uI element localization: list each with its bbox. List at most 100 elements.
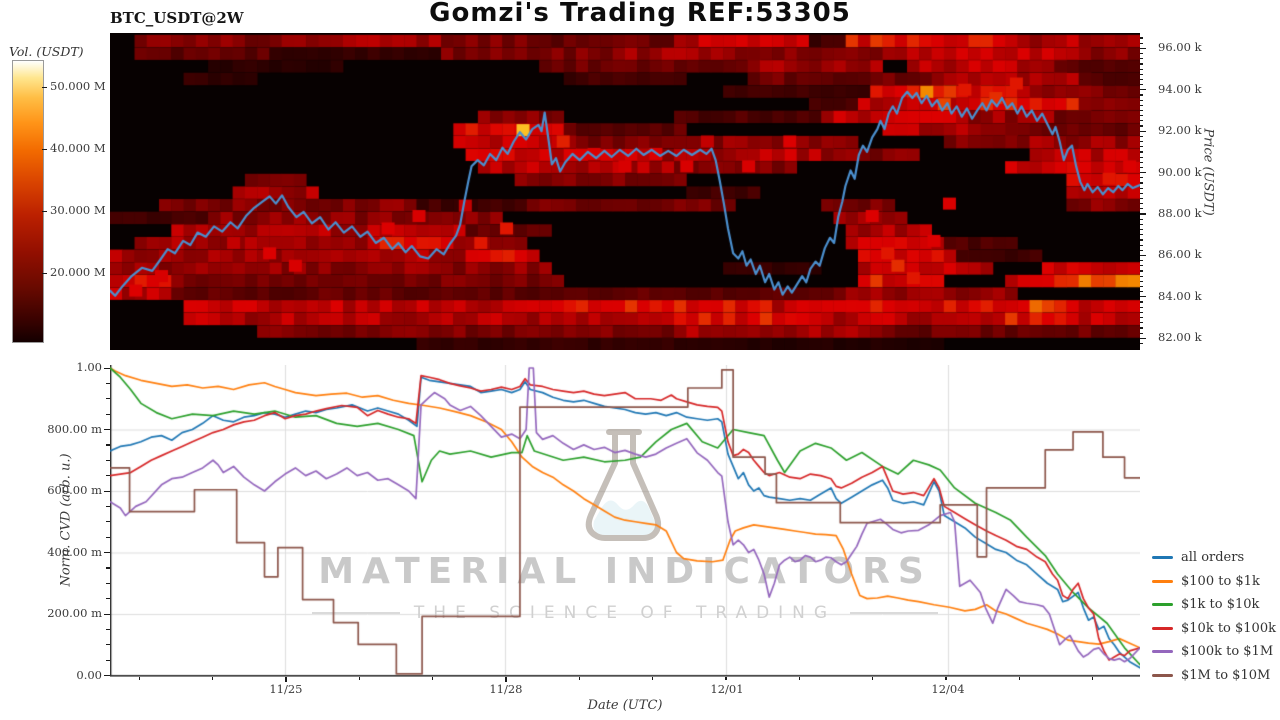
price-tick	[1140, 146, 1143, 148]
date-tick-label: 11/28	[489, 682, 523, 696]
date-tick	[1092, 677, 1094, 680]
legend-swatch-icon	[1152, 673, 1173, 677]
price-tick	[1140, 327, 1143, 329]
price-axis-title: Price (USDT)	[1200, 128, 1216, 216]
price-tick-label: 86.00 k	[1158, 247, 1202, 262]
cvd-y-tick	[106, 582, 110, 584]
cvd-y-tick	[106, 444, 110, 446]
price-tick	[1140, 280, 1143, 282]
date-tick	[578, 677, 580, 680]
cvd-y-tick	[104, 429, 110, 431]
colorbar-tick	[42, 210, 47, 212]
colorbar-tick	[42, 272, 47, 274]
cvd-y-tick	[104, 367, 110, 369]
price-tick	[1140, 68, 1143, 70]
cvd-y-tick	[106, 644, 110, 646]
price-tick	[1140, 73, 1143, 75]
price-tick	[1140, 135, 1143, 137]
cvd-y-tick	[104, 613, 110, 615]
price-tick	[1140, 187, 1143, 189]
cvd-y-tick-label: 1.00	[76, 360, 102, 374]
price-tick	[1140, 213, 1146, 215]
price-tick-label: 84.00 k	[1158, 288, 1202, 303]
colorbar-tick-label: 40.000 M	[50, 141, 106, 155]
cvd-y-tick	[106, 382, 110, 385]
symbol-label: BTC_USDT@2W	[110, 9, 244, 27]
date-tick	[285, 677, 287, 682]
date-tick	[358, 677, 360, 680]
price-tick	[1140, 285, 1143, 288]
date-tick	[725, 677, 727, 680]
price-tick	[1140, 270, 1143, 272]
price-tick	[1140, 63, 1143, 65]
cvd-y-tick	[104, 552, 110, 554]
price-tick	[1140, 151, 1143, 153]
colorbar-tick	[42, 148, 47, 150]
price-tick	[1140, 291, 1143, 293]
price-tick	[1140, 337, 1146, 339]
price-tick	[1140, 203, 1143, 205]
date-tick	[432, 677, 434, 680]
price-tick	[1140, 306, 1143, 308]
legend-item-4: $100k to $1M	[1152, 640, 1276, 664]
price-tick-label: 96.00 k	[1158, 40, 1202, 55]
cvd-y-tick	[106, 598, 110, 600]
price-tick	[1140, 156, 1143, 158]
price-tick-label: 88.00 k	[1158, 205, 1202, 220]
cvd-y-tick	[106, 659, 110, 661]
price-tick	[1140, 99, 1143, 101]
price-tick	[1140, 265, 1143, 267]
legend-swatch-icon	[1152, 579, 1173, 583]
cvd-y-tick-label: 400.00 m	[47, 544, 102, 559]
page-title: Gomzi's Trading REF:53305	[429, 0, 851, 28]
price-tick	[1140, 52, 1143, 55]
legend-label: $100 to $1k	[1181, 573, 1260, 589]
price-tick	[1140, 89, 1146, 91]
price-tick	[1140, 228, 1143, 231]
cvd-y-tick	[106, 521, 110, 523]
cvd-y-tick	[104, 675, 110, 677]
liquidity-heatmap-plot	[110, 33, 1140, 350]
cvd-y-tick-label: 800.00 m	[47, 421, 102, 436]
price-tick	[1140, 296, 1146, 298]
price-tick	[1140, 301, 1143, 303]
colorbar-tick-label: 50.000 M	[50, 79, 106, 93]
cvd-y-tick	[106, 475, 110, 477]
legend-item-1: $100 to $1k	[1152, 570, 1276, 594]
cvd-y-tick	[106, 505, 110, 508]
price-tick	[1140, 177, 1143, 179]
price-tick-label: 90.00 k	[1158, 164, 1202, 179]
price-tick	[1140, 37, 1143, 39]
price-tick	[1140, 218, 1143, 220]
price-tick	[1140, 234, 1143, 236]
cvd-plot-lines	[110, 365, 1140, 677]
colorbar-tick-label: 30.000 M	[50, 203, 106, 217]
legend-label: $100k to $1M	[1181, 644, 1274, 660]
price-tick	[1140, 94, 1143, 96]
price-tick-label: 94.00 k	[1158, 81, 1202, 96]
price-tick	[1140, 125, 1143, 127]
legend-item-5: $1M to $10M	[1152, 664, 1276, 688]
date-tick	[212, 677, 214, 680]
price-tick	[1140, 208, 1143, 210]
legend-label: $1M to $10M	[1181, 667, 1271, 683]
price-tick	[1140, 42, 1143, 44]
legend-label: all orders	[1181, 550, 1245, 566]
date-tick	[872, 677, 874, 680]
price-tick	[1140, 140, 1143, 143]
cvd-y-tick	[104, 490, 110, 492]
legend-swatch-icon	[1152, 650, 1173, 654]
price-tick	[1140, 109, 1143, 112]
price-tick	[1140, 166, 1143, 169]
colorbar-tick-label: 20.000 M	[50, 265, 106, 279]
date-tick-label: 12/01	[710, 682, 744, 696]
legend-swatch-icon	[1152, 626, 1173, 630]
price-tick	[1140, 332, 1143, 334]
date-tick	[798, 677, 800, 680]
price-tick	[1140, 275, 1143, 277]
date-tick-label: 11/25	[269, 682, 303, 696]
cvd-y-tick-label: 200.00 m	[47, 606, 102, 620]
legend-swatch-icon	[1152, 556, 1173, 560]
colorbar-title: Vol. (USDT)	[9, 44, 84, 59]
